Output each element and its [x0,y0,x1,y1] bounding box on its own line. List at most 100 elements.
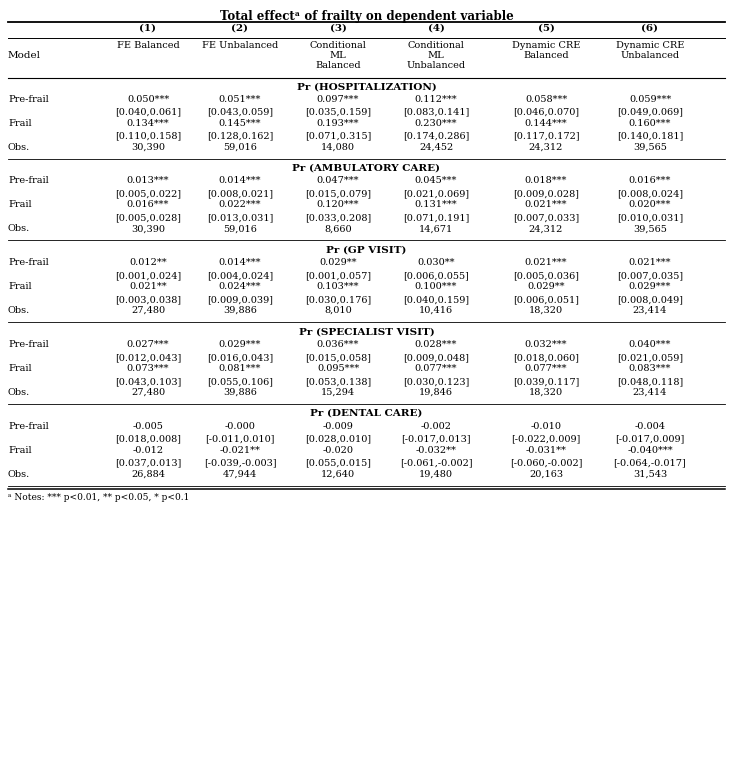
Text: Frail: Frail [8,364,32,373]
Text: Pr (GP VISIT): Pr (GP VISIT) [326,245,407,255]
Text: [0.140,0.181]: [0.140,0.181] [616,132,683,141]
Text: 23,414: 23,414 [633,306,667,315]
Text: 0.131***: 0.131*** [415,201,457,209]
Text: [-0.039,-0.003]: [-0.039,-0.003] [204,459,276,468]
Text: [0.012,0.043]: [0.012,0.043] [115,353,181,362]
Text: -0.002: -0.002 [421,422,452,431]
Text: [0.008,0.024]: [0.008,0.024] [617,189,683,198]
Text: 0.024***: 0.024*** [218,282,261,291]
Text: 8,660: 8,660 [324,225,352,233]
Text: Pr (SPECIALIST VISIT): Pr (SPECIALIST VISIT) [298,327,435,336]
Text: Total effectᵃ of frailty on dependent variable: Total effectᵃ of frailty on dependent va… [220,10,513,23]
Text: Pre-frail: Pre-frail [8,340,49,349]
Text: 19,846: 19,846 [419,388,453,397]
Text: -0.004: -0.004 [635,422,666,431]
Text: [0.010,0.031]: [0.010,0.031] [617,213,683,222]
Text: 0.021**: 0.021** [129,282,167,291]
Text: [0.005,0.036]: [0.005,0.036] [513,271,579,280]
Text: 0.021***: 0.021*** [525,258,567,267]
Text: Balanced: Balanced [523,51,569,60]
Text: [-0.064,-0.017]: [-0.064,-0.017] [614,459,686,468]
Text: 39,886: 39,886 [223,388,257,397]
Text: [0.028,0.010]: [0.028,0.010] [305,435,371,443]
Text: [0.007,0.035]: [0.007,0.035] [617,271,683,280]
Text: 0.028***: 0.028*** [415,340,457,349]
Text: [0.128,0.162]: [0.128,0.162] [207,132,273,141]
Text: 0.047***: 0.047*** [317,176,359,185]
Text: [0.001,0.024]: [0.001,0.024] [115,271,181,280]
Text: [0.009,0.048]: [0.009,0.048] [403,353,469,362]
Text: Pr (HOSPITALIZATION): Pr (HOSPITALIZATION) [297,82,436,91]
Text: 0.144***: 0.144*** [525,119,567,127]
Text: 0.077***: 0.077*** [415,364,457,373]
Text: [0.037,0.013]: [0.037,0.013] [115,459,181,468]
Text: [0.009,0.039]: [0.009,0.039] [207,295,273,304]
Text: [0.006,0.055]: [0.006,0.055] [403,271,469,280]
Text: [-0.017,0.009]: [-0.017,0.009] [615,435,685,443]
Text: Unbalanced: Unbalanced [620,51,679,60]
Text: 0.012**: 0.012** [129,258,167,267]
Text: 23,414: 23,414 [633,388,667,397]
Text: [0.048,0.118]: [0.048,0.118] [617,377,683,386]
Text: [0.008,0.021]: [0.008,0.021] [207,189,273,198]
Text: Pre-frail: Pre-frail [8,258,49,267]
Text: [-0.017,0.013]: [-0.017,0.013] [401,435,471,443]
Text: 0.021***: 0.021*** [525,201,567,209]
Text: 0.027***: 0.027*** [127,340,169,349]
Text: [0.033,0.208]: [0.033,0.208] [305,213,371,222]
Text: -0.021**: -0.021** [220,445,260,455]
Text: ML: ML [330,51,347,60]
Text: (6): (6) [641,24,658,33]
Text: [0.035,0.159]: [0.035,0.159] [305,108,371,117]
Text: 12,640: 12,640 [321,469,355,479]
Text: [0.046,0.070]: [0.046,0.070] [513,108,579,117]
Text: Obs.: Obs. [8,388,30,397]
Text: 24,312: 24,312 [528,143,563,152]
Text: 14,080: 14,080 [321,143,355,152]
Text: -0.032**: -0.032** [416,445,457,455]
Text: [-0.060,-0.002]: [-0.060,-0.002] [509,459,582,468]
Text: 0.045***: 0.045*** [415,176,457,185]
Text: [0.049,0.069]: [0.049,0.069] [617,108,683,117]
Text: (1): (1) [139,24,157,33]
Text: Pre-frail: Pre-frail [8,422,49,431]
Text: [0.015,0.079]: [0.015,0.079] [305,189,371,198]
Text: Obs.: Obs. [8,306,30,315]
Text: Unbalanced: Unbalanced [406,61,465,70]
Text: -0.010: -0.010 [531,422,561,431]
Text: Pre-frail: Pre-frail [8,176,49,185]
Text: Dynamic CRE: Dynamic CRE [512,41,581,50]
Text: [0.001,0.057]: [0.001,0.057] [305,271,371,280]
Text: ᵃ Notes: *** p<0.01, ** p<0.05, * p<0.1: ᵃ Notes: *** p<0.01, ** p<0.05, * p<0.1 [8,493,189,502]
Text: Dynamic CRE: Dynamic CRE [616,41,684,50]
Text: 0.145***: 0.145*** [218,119,261,127]
Text: [0.040,0.061]: [0.040,0.061] [115,108,181,117]
Text: -0.012: -0.012 [133,445,163,455]
Text: 0.030**: 0.030** [417,258,454,267]
Text: [0.021,0.069]: [0.021,0.069] [403,189,469,198]
Text: [0.043,0.059]: [0.043,0.059] [207,108,273,117]
Text: [0.174,0.286]: [0.174,0.286] [403,132,469,141]
Text: 0.013***: 0.013*** [127,176,169,185]
Text: -0.005: -0.005 [133,422,163,431]
Text: 59,016: 59,016 [223,143,257,152]
Text: 39,565: 39,565 [633,225,667,233]
Text: 0.095***: 0.095*** [317,364,359,373]
Text: [0.013,0.031]: [0.013,0.031] [207,213,273,222]
Text: 0.112***: 0.112*** [415,95,457,103]
Text: Frail: Frail [8,119,32,127]
Text: [0.071,0.315]: [0.071,0.315] [305,132,371,141]
Text: [0.039,0.117]: [0.039,0.117] [513,377,579,386]
Text: [0.117,0.172]: [0.117,0.172] [512,132,579,141]
Text: 0.120***: 0.120*** [317,201,359,209]
Text: ML: ML [427,51,444,60]
Text: -0.031**: -0.031** [526,445,567,455]
Text: Pr (AMBULATORY CARE): Pr (AMBULATORY CARE) [292,164,441,173]
Text: [0.043,0.103]: [0.043,0.103] [115,377,181,386]
Text: 0.021***: 0.021*** [629,258,671,267]
Text: [-0.011,0.010]: [-0.011,0.010] [205,435,275,443]
Text: Obs.: Obs. [8,225,30,233]
Text: [0.016,0.043]: [0.016,0.043] [207,353,273,362]
Text: 0.073***: 0.073*** [127,364,169,373]
Text: Balanced: Balanced [315,61,361,70]
